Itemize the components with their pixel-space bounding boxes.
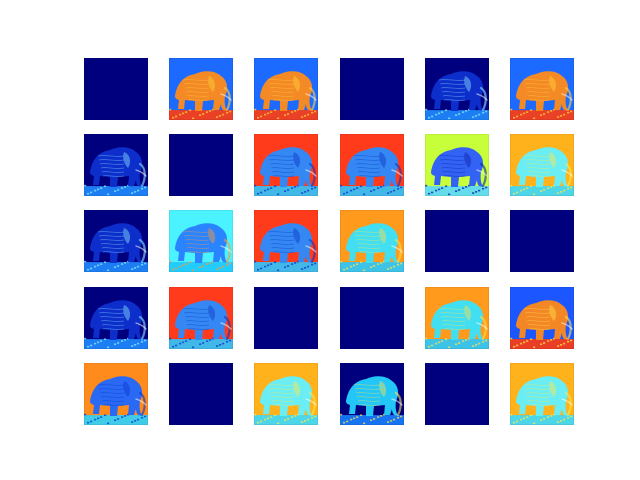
feature-map-tile-r2-c1 xyxy=(84,134,148,196)
feature-map-tile-r5-c5 xyxy=(425,363,489,425)
feature-map-tile-r1-c5 xyxy=(425,58,489,120)
feature-map-tile-r5-c2 xyxy=(169,363,233,425)
feature-map-tile-r1-c1 xyxy=(84,58,148,120)
feature-map-tile-r1-c4 xyxy=(340,58,404,120)
feature-map-tile-r2-c5 xyxy=(425,134,489,196)
feature-map-tile-r4-c4 xyxy=(340,287,404,349)
feature-map-tile-r4-c2 xyxy=(169,287,233,349)
feature-map-tile-r1-c3 xyxy=(254,58,318,120)
feature-map-tile-r5-c1 xyxy=(84,363,148,425)
feature-map-tile-r2-c6 xyxy=(510,134,574,196)
feature-map-tile-r5-c4 xyxy=(340,363,404,425)
feature-map-tile-r3-c4 xyxy=(340,210,404,272)
feature-map-tile-r4-c3 xyxy=(254,287,318,349)
feature-map-tile-r3-c2 xyxy=(169,210,233,272)
feature-map-tile-r3-c1 xyxy=(84,210,148,272)
feature-map-tile-r4-c1 xyxy=(84,287,148,349)
feature-map-tile-r3-c5 xyxy=(425,210,489,272)
feature-map-tile-r2-c4 xyxy=(340,134,404,196)
feature-map-tile-r2-c3 xyxy=(254,134,318,196)
feature-map-tile-r3-c3 xyxy=(254,210,318,272)
feature-map-tile-r4-c5 xyxy=(425,287,489,349)
feature-map-tile-r5-c6 xyxy=(510,363,574,425)
feature-map-tile-r4-c6 xyxy=(510,287,574,349)
feature-map-tile-r2-c2 xyxy=(169,134,233,196)
feature-map-tile-r1-c2 xyxy=(169,58,233,120)
feature-map-tile-r3-c6 xyxy=(510,210,574,272)
feature-map-tile-r1-c6 xyxy=(510,58,574,120)
feature-map-tile-r5-c3 xyxy=(254,363,318,425)
